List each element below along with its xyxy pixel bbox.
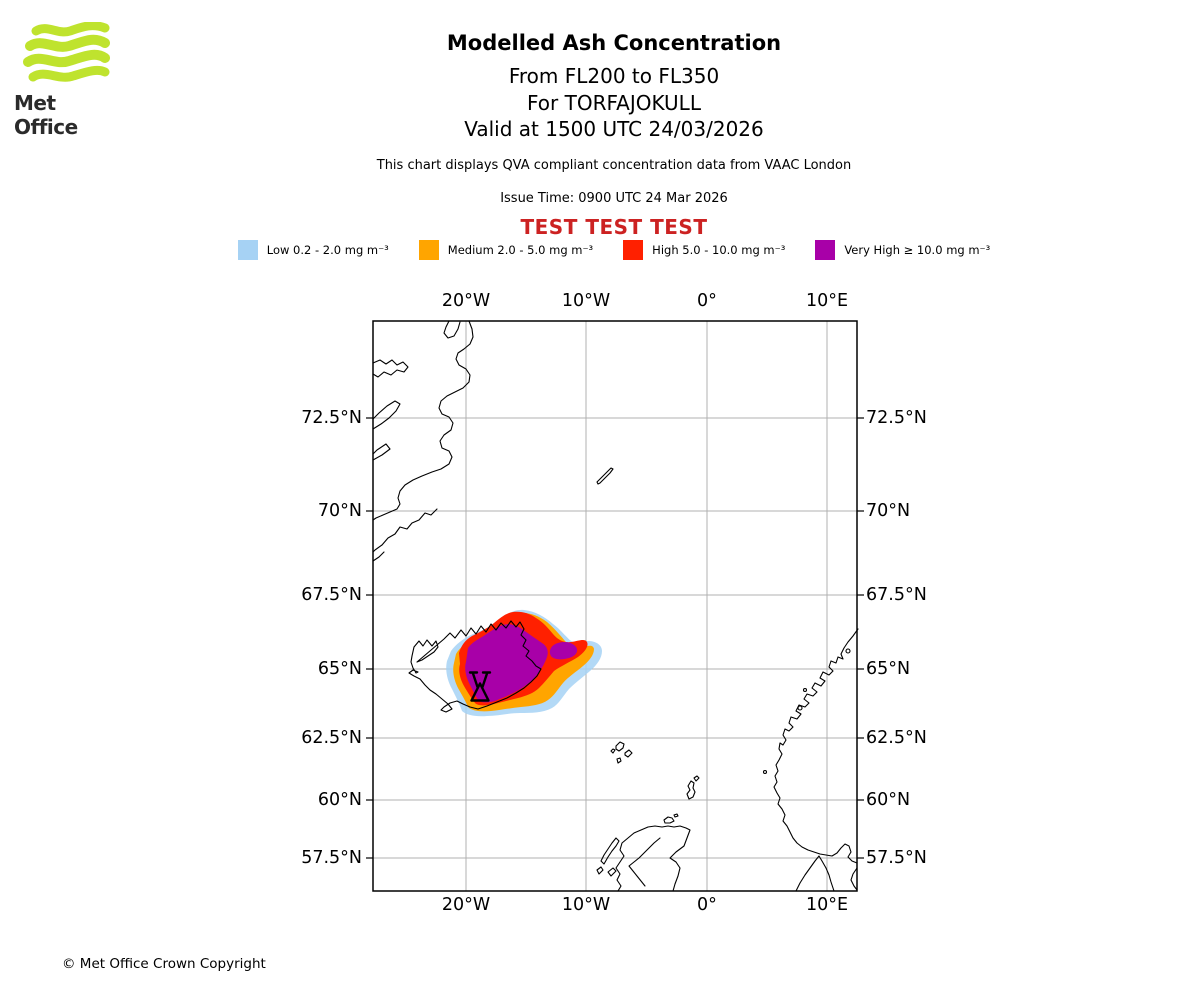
lat-label-left-60: 60°N	[317, 790, 362, 810]
met-office-logo-text: Met Office	[14, 91, 78, 139]
subtitle-volcano: For TORFAJOKULL	[527, 91, 701, 115]
map-frame	[372, 320, 858, 892]
test-banner: TEST TEST TEST	[520, 215, 708, 239]
coast-norway-island3	[802, 687, 808, 693]
latitude-ticks	[366, 417, 864, 859]
coast-faroe	[610, 741, 633, 764]
coast-greenland-main	[372, 320, 474, 521]
coast-greenland-fjord-arm	[372, 400, 401, 430]
legend-label-low: Low 0.2 - 2.0 mg m⁻³	[266, 243, 389, 257]
lat-label-left-62-5: 62.5°N	[301, 728, 362, 748]
coast-shetland	[686, 775, 700, 800]
lat-label-left-57-5: 57.5°N	[301, 848, 362, 868]
met-office-logo-waves	[23, 21, 110, 82]
page-title: Modelled Ash Concentration	[446, 31, 782, 55]
legend-swatch-veryhigh	[815, 240, 836, 260]
lat-label-left-72-5: 72.5°N	[301, 408, 362, 428]
lat-label-left-70: 70°N	[317, 501, 362, 521]
ash-region-veryhigh	[465, 624, 548, 703]
coast-norway-island2	[797, 705, 803, 711]
coast-hebrides	[596, 837, 620, 877]
coast-norway-island1	[845, 648, 851, 654]
graticule-grid	[373, 321, 857, 891]
coast-scotland-mainland	[615, 825, 691, 892]
concentration-legend: Low 0.2 - 2.0 mg m⁻³ Medium 2.0 - 5.0 mg…	[28, 240, 1200, 260]
coast-jan-mayen	[596, 467, 614, 485]
lat-label-right-72-5: 72.5°N	[866, 408, 927, 428]
ash-region-veryhigh-east	[549, 642, 578, 660]
coast-greenland-notch	[443, 320, 461, 339]
met-office-logo: Met Office	[14, 21, 124, 139]
ash-plume-contours	[446, 609, 602, 717]
lat-label-right-62-5: 62.5°N	[866, 728, 927, 748]
legend-item-high: High 5.0 - 10.0 mg m⁻³	[623, 240, 785, 260]
volcano-icon	[468, 671, 492, 702]
coastlines	[372, 320, 859, 892]
issue-time: Issue Time: 0900 UTC 24 Mar 2026	[500, 191, 728, 206]
copyright-text: © Met Office Crown Copyright	[62, 956, 266, 972]
lat-label-right-57-5: 57.5°N	[866, 848, 927, 868]
lon-label-bottom-20w: 20°W	[441, 895, 491, 915]
coast-norway	[773, 628, 859, 864]
lon-label-top-10e: 10°E	[805, 291, 849, 311]
qva-description: This chart displays QVA compliant concen…	[376, 158, 852, 173]
legend-item-medium: Medium 2.0 - 5.0 mg m⁻³	[418, 240, 594, 260]
legend-item-low: Low 0.2 - 2.0 mg m⁻³	[237, 240, 389, 260]
lat-label-left-67-5: 67.5°N	[301, 585, 362, 605]
lat-label-right-67-5: 67.5°N	[866, 585, 927, 605]
lon-label-bottom-10e: 10°E	[805, 895, 849, 915]
coast-greenland-edge	[372, 551, 385, 562]
coast-sweden	[850, 867, 858, 891]
coast-greenland-spit1	[372, 443, 391, 461]
legend-label-veryhigh: Very High ≥ 10.0 mg m⁻³	[844, 243, 991, 257]
coast-norway-island4	[762, 769, 768, 775]
subtitle-valid-time: Valid at 1500 UTC 24/03/2026	[464, 117, 764, 141]
legend-item-veryhigh: Very High ≥ 10.0 mg m⁻³	[815, 240, 990, 260]
coast-greenland-spikes	[372, 359, 409, 378]
lat-label-right-60: 60°N	[866, 790, 911, 810]
lat-label-left-65: 65°N	[317, 659, 362, 679]
lon-label-top-0: 0°	[697, 291, 717, 311]
lat-label-right-65: 65°N	[866, 659, 911, 679]
lon-label-top-10w: 10°W	[561, 291, 611, 311]
legend-label-high: High 5.0 - 10.0 mg m⁻³	[652, 243, 786, 257]
lon-label-top-20w: 20°W	[441, 291, 491, 311]
coast-scotland-west	[628, 837, 661, 887]
coast-iceland	[408, 620, 542, 713]
legend-swatch-low	[237, 240, 258, 260]
lat-label-right-70: 70°N	[866, 501, 911, 521]
coast-greenland-south	[372, 508, 438, 553]
legend-label-medium: Medium 2.0 - 5.0 mg m⁻³	[447, 243, 594, 257]
legend-swatch-high	[623, 240, 644, 260]
legend-swatch-medium	[418, 240, 439, 260]
lon-label-bottom-10w: 10°W	[561, 895, 611, 915]
subtitle-flight-levels: From FL200 to FL350	[508, 64, 720, 88]
coast-orkney	[663, 813, 679, 824]
coast-denmark	[795, 855, 835, 892]
lon-label-bottom-0: 0°	[697, 895, 717, 915]
map-canvas	[366, 320, 864, 892]
